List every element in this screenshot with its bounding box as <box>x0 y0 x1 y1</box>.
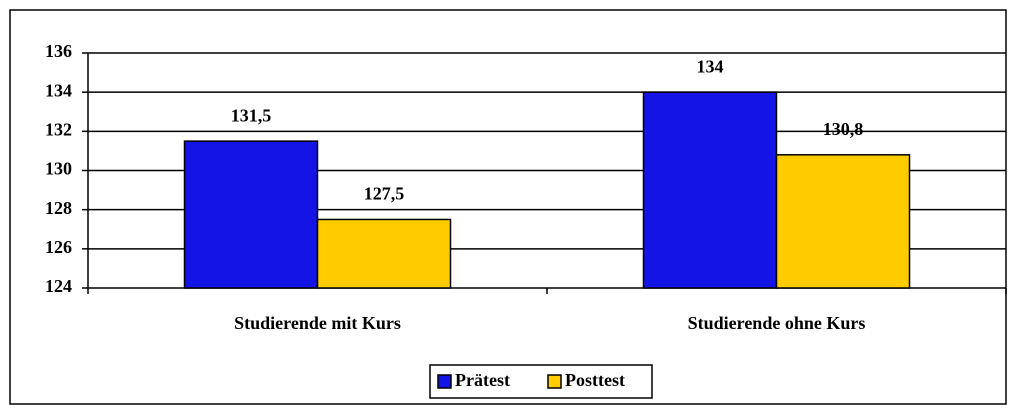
legend-swatch <box>547 374 562 389</box>
x-tick-label: Studierende ohne Kurs <box>688 313 866 333</box>
y-tick-label: 136 <box>45 41 72 61</box>
legend-label: Prätest <box>455 370 510 390</box>
x-tick-label: Studierende mit Kurs <box>234 313 401 333</box>
value-label: 131,5 <box>231 105 272 125</box>
value-label: 130,8 <box>823 119 864 139</box>
legend-label: Posttest <box>565 370 625 390</box>
y-tick-label: 124 <box>45 276 72 296</box>
value-label: 127,5 <box>364 184 405 204</box>
bar <box>642 91 778 289</box>
y-tick-label: 126 <box>45 237 72 257</box>
y-tick-label: 134 <box>45 80 72 100</box>
bar <box>316 218 452 289</box>
y-tick-label: 130 <box>45 159 72 179</box>
legend-swatch <box>437 374 452 389</box>
legend-box <box>429 364 653 399</box>
bar <box>775 154 911 289</box>
y-tick-label: 128 <box>45 198 72 218</box>
y-tick-label: 132 <box>45 119 72 139</box>
bar <box>183 140 319 289</box>
value-label: 134 <box>697 56 724 76</box>
